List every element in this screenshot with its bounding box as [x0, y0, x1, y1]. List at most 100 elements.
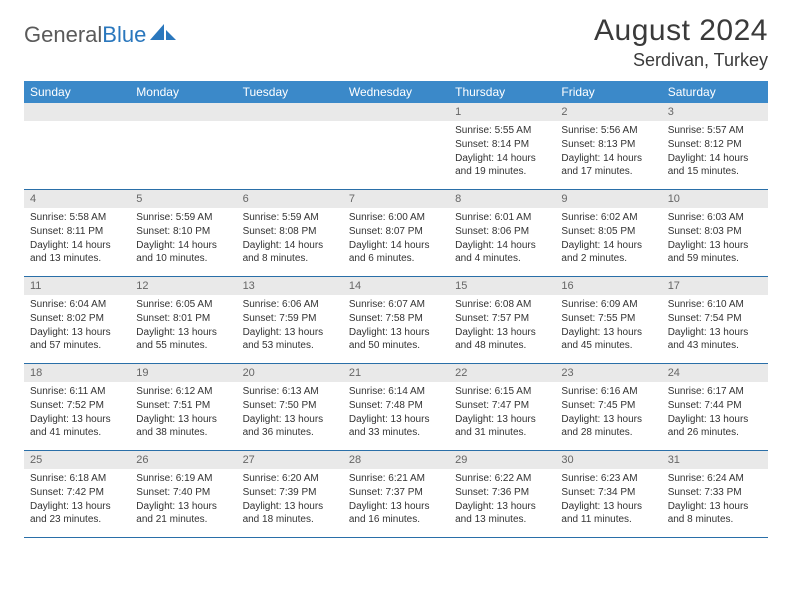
- day-number: 24: [662, 364, 768, 382]
- sunset-text: Sunset: 7:55 PM: [561, 312, 655, 325]
- sunrise-text: Sunrise: 6:14 AM: [349, 385, 443, 398]
- daylight-text: Daylight: 14 hours and 6 minutes.: [349, 239, 443, 265]
- day-number: 10: [662, 190, 768, 208]
- dayhead-tue: Tuesday: [237, 81, 343, 103]
- day-details: Sunrise: 6:03 AMSunset: 8:03 PMDaylight:…: [662, 208, 768, 270]
- daylight-text: Daylight: 13 hours and 13 minutes.: [455, 500, 549, 526]
- day-number: 5: [130, 190, 236, 208]
- day-details: Sunrise: 6:04 AMSunset: 8:02 PMDaylight:…: [24, 295, 130, 357]
- day-number: [343, 103, 449, 121]
- day-cell: 17Sunrise: 6:10 AMSunset: 7:54 PMDayligh…: [662, 277, 768, 363]
- day-details: Sunrise: 6:12 AMSunset: 7:51 PMDaylight:…: [130, 382, 236, 444]
- month-title: August 2024: [594, 14, 768, 48]
- day-number: 17: [662, 277, 768, 295]
- daylight-text: Daylight: 13 hours and 55 minutes.: [136, 326, 230, 352]
- day-details: Sunrise: 6:11 AMSunset: 7:52 PMDaylight:…: [24, 382, 130, 444]
- day-number: 28: [343, 451, 449, 469]
- day-number: 27: [237, 451, 343, 469]
- sunrise-text: Sunrise: 6:18 AM: [30, 472, 124, 485]
- sunset-text: Sunset: 7:52 PM: [30, 399, 124, 412]
- sunset-text: Sunset: 7:34 PM: [561, 486, 655, 499]
- sunrise-text: Sunrise: 6:00 AM: [349, 211, 443, 224]
- brand-part1: General: [24, 22, 102, 48]
- sunrise-text: Sunrise: 6:09 AM: [561, 298, 655, 311]
- daylight-text: Daylight: 13 hours and 16 minutes.: [349, 500, 443, 526]
- daylight-text: Daylight: 14 hours and 17 minutes.: [561, 152, 655, 178]
- daylight-text: Daylight: 13 hours and 36 minutes.: [243, 413, 337, 439]
- day-details: Sunrise: 5:56 AMSunset: 8:13 PMDaylight:…: [555, 121, 661, 183]
- sunset-text: Sunset: 7:33 PM: [668, 486, 762, 499]
- day-number: 16: [555, 277, 661, 295]
- sunset-text: Sunset: 7:44 PM: [668, 399, 762, 412]
- day-cell: 1Sunrise: 5:55 AMSunset: 8:14 PMDaylight…: [449, 103, 555, 189]
- day-details: Sunrise: 6:17 AMSunset: 7:44 PMDaylight:…: [662, 382, 768, 444]
- daylight-text: Daylight: 13 hours and 48 minutes.: [455, 326, 549, 352]
- day-details: Sunrise: 5:57 AMSunset: 8:12 PMDaylight:…: [662, 121, 768, 183]
- sunset-text: Sunset: 7:59 PM: [243, 312, 337, 325]
- daylight-text: Daylight: 14 hours and 15 minutes.: [668, 152, 762, 178]
- daylight-text: Daylight: 13 hours and 41 minutes.: [30, 413, 124, 439]
- dayhead-fri: Friday: [555, 81, 661, 103]
- day-details: Sunrise: 6:22 AMSunset: 7:36 PMDaylight:…: [449, 469, 555, 531]
- day-number: 21: [343, 364, 449, 382]
- day-details: Sunrise: 6:01 AMSunset: 8:06 PMDaylight:…: [449, 208, 555, 270]
- day-number: 6: [237, 190, 343, 208]
- day-details: Sunrise: 6:14 AMSunset: 7:48 PMDaylight:…: [343, 382, 449, 444]
- sunset-text: Sunset: 8:05 PM: [561, 225, 655, 238]
- day-number: 3: [662, 103, 768, 121]
- daylight-text: Daylight: 13 hours and 45 minutes.: [561, 326, 655, 352]
- daylight-text: Daylight: 13 hours and 38 minutes.: [136, 413, 230, 439]
- week-row: 1Sunrise: 5:55 AMSunset: 8:14 PMDaylight…: [24, 103, 768, 190]
- day-cell: 18Sunrise: 6:11 AMSunset: 7:52 PMDayligh…: [24, 364, 130, 450]
- daylight-text: Daylight: 13 hours and 26 minutes.: [668, 413, 762, 439]
- dayhead-sun: Sunday: [24, 81, 130, 103]
- day-cell: 28Sunrise: 6:21 AMSunset: 7:37 PMDayligh…: [343, 451, 449, 537]
- sunset-text: Sunset: 7:36 PM: [455, 486, 549, 499]
- sunrise-text: Sunrise: 5:56 AM: [561, 124, 655, 137]
- daylight-text: Daylight: 13 hours and 21 minutes.: [136, 500, 230, 526]
- day-details: Sunrise: 6:16 AMSunset: 7:45 PMDaylight:…: [555, 382, 661, 444]
- sunset-text: Sunset: 8:06 PM: [455, 225, 549, 238]
- dayhead-wed: Wednesday: [343, 81, 449, 103]
- brand-part2: Blue: [102, 22, 146, 48]
- sunset-text: Sunset: 8:13 PM: [561, 138, 655, 151]
- day-details: Sunrise: 5:58 AMSunset: 8:11 PMDaylight:…: [24, 208, 130, 270]
- day-number: 7: [343, 190, 449, 208]
- day-cell: 27Sunrise: 6:20 AMSunset: 7:39 PMDayligh…: [237, 451, 343, 537]
- day-cell: 15Sunrise: 6:08 AMSunset: 7:57 PMDayligh…: [449, 277, 555, 363]
- day-cell: 31Sunrise: 6:24 AMSunset: 7:33 PMDayligh…: [662, 451, 768, 537]
- daylight-text: Daylight: 13 hours and 50 minutes.: [349, 326, 443, 352]
- day-cell: 13Sunrise: 6:06 AMSunset: 7:59 PMDayligh…: [237, 277, 343, 363]
- day-number: 19: [130, 364, 236, 382]
- day-number: 25: [24, 451, 130, 469]
- daylight-text: Daylight: 13 hours and 11 minutes.: [561, 500, 655, 526]
- sunrise-text: Sunrise: 6:19 AM: [136, 472, 230, 485]
- day-number: 31: [662, 451, 768, 469]
- sunrise-text: Sunrise: 6:15 AM: [455, 385, 549, 398]
- sunrise-text: Sunrise: 6:16 AM: [561, 385, 655, 398]
- sunset-text: Sunset: 7:48 PM: [349, 399, 443, 412]
- day-cell: 29Sunrise: 6:22 AMSunset: 7:36 PMDayligh…: [449, 451, 555, 537]
- day-cell: [130, 103, 236, 189]
- day-cell: 16Sunrise: 6:09 AMSunset: 7:55 PMDayligh…: [555, 277, 661, 363]
- sunset-text: Sunset: 8:12 PM: [668, 138, 762, 151]
- sunrise-text: Sunrise: 6:22 AM: [455, 472, 549, 485]
- dayhead-mon: Monday: [130, 81, 236, 103]
- day-details: Sunrise: 6:09 AMSunset: 7:55 PMDaylight:…: [555, 295, 661, 357]
- sunset-text: Sunset: 7:54 PM: [668, 312, 762, 325]
- day-number: 29: [449, 451, 555, 469]
- sunset-text: Sunset: 7:45 PM: [561, 399, 655, 412]
- day-header-row: Sunday Monday Tuesday Wednesday Thursday…: [24, 81, 768, 103]
- daylight-text: Daylight: 13 hours and 33 minutes.: [349, 413, 443, 439]
- daylight-text: Daylight: 14 hours and 19 minutes.: [455, 152, 549, 178]
- day-number: 9: [555, 190, 661, 208]
- day-cell: 26Sunrise: 6:19 AMSunset: 7:40 PMDayligh…: [130, 451, 236, 537]
- sunrise-text: Sunrise: 6:24 AM: [668, 472, 762, 485]
- sunset-text: Sunset: 7:57 PM: [455, 312, 549, 325]
- day-details: Sunrise: 6:21 AMSunset: 7:37 PMDaylight:…: [343, 469, 449, 531]
- day-details: Sunrise: 6:10 AMSunset: 7:54 PMDaylight:…: [662, 295, 768, 357]
- daylight-text: Daylight: 14 hours and 2 minutes.: [561, 239, 655, 265]
- sunrise-text: Sunrise: 6:13 AM: [243, 385, 337, 398]
- day-cell: 2Sunrise: 5:56 AMSunset: 8:13 PMDaylight…: [555, 103, 661, 189]
- sunset-text: Sunset: 8:10 PM: [136, 225, 230, 238]
